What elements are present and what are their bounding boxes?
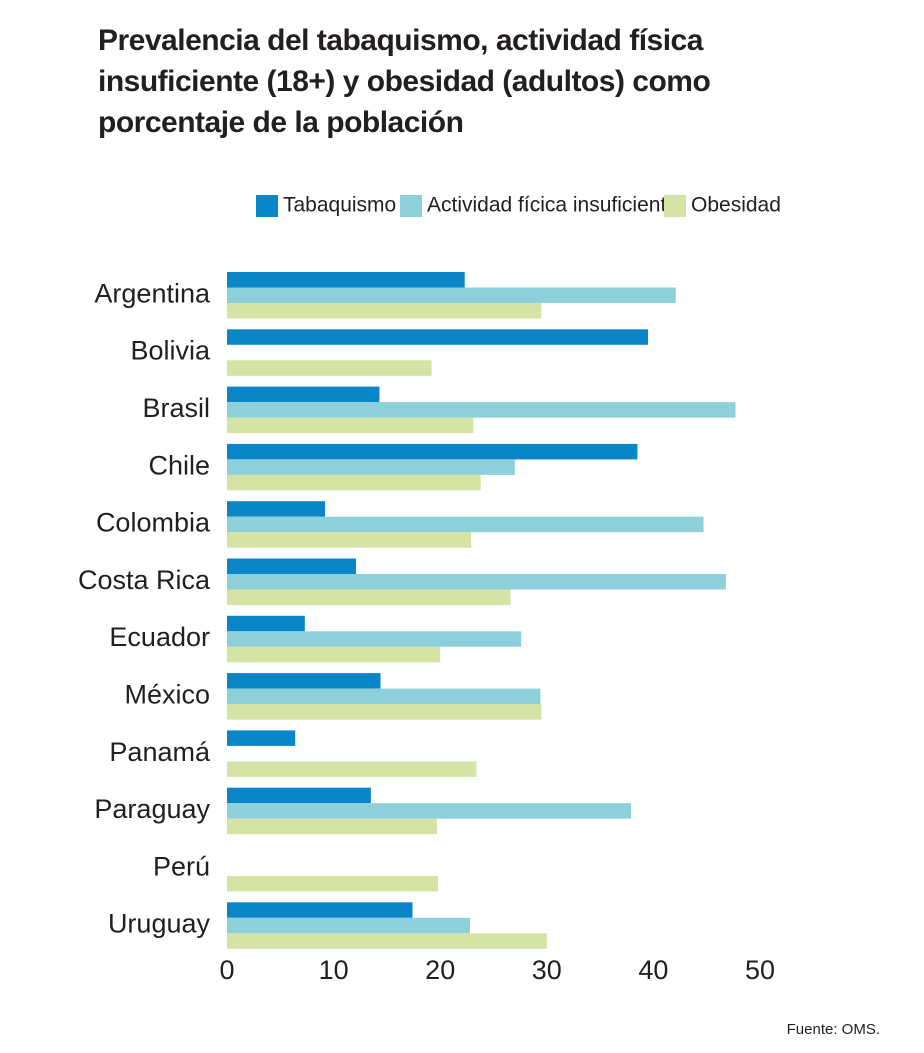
category-label: México xyxy=(124,679,210,709)
bar xyxy=(227,917,471,934)
bar xyxy=(227,615,305,632)
x-tick-label: 10 xyxy=(319,955,349,985)
x-tick-label: 50 xyxy=(745,955,775,985)
legend-swatch xyxy=(400,195,422,217)
bar xyxy=(227,360,432,376)
bar xyxy=(227,688,541,705)
category-label: Paraguay xyxy=(94,794,210,824)
legend-label: Tabaquismo xyxy=(283,194,396,217)
bar xyxy=(227,631,522,647)
bar xyxy=(227,501,326,517)
bar xyxy=(227,443,638,460)
category-label: Bolivia xyxy=(130,336,211,366)
x-tick-label: 30 xyxy=(532,955,562,985)
category-label: Ecuador xyxy=(109,622,210,652)
bar xyxy=(227,417,474,434)
bar xyxy=(227,803,632,819)
category-label: Panamá xyxy=(109,737,211,767)
bar xyxy=(227,386,380,403)
bar xyxy=(227,787,371,804)
bar xyxy=(227,761,477,777)
bar xyxy=(227,459,515,475)
bar xyxy=(227,516,704,533)
bar xyxy=(227,902,413,918)
bar xyxy=(227,329,649,345)
bar xyxy=(227,287,676,303)
legend-label: Actividad fícica insuficiente xyxy=(427,194,678,217)
bar xyxy=(227,933,547,949)
bar xyxy=(227,818,438,835)
bar xyxy=(227,532,472,548)
category-label: Perú xyxy=(153,851,210,881)
bar xyxy=(227,558,356,574)
bar xyxy=(227,303,542,319)
bar xyxy=(227,704,542,720)
x-tick-label: 0 xyxy=(219,955,234,985)
bar xyxy=(227,730,296,746)
bar xyxy=(227,673,381,689)
legend-swatch xyxy=(664,195,686,217)
title-box: Prevalencia del tabaquismo, actividad fí… xyxy=(98,24,711,139)
bar xyxy=(227,589,511,605)
bar xyxy=(227,646,441,663)
bar xyxy=(227,402,736,418)
category-label: Colombia xyxy=(96,508,211,538)
category-label: Costa Rica xyxy=(78,565,211,595)
x-tick-label: 20 xyxy=(425,955,455,985)
chart-title: Prevalencia del tabaquismo, actividad fí… xyxy=(98,24,711,139)
category-label: Brasil xyxy=(142,393,210,423)
bar xyxy=(227,272,465,288)
category-label: Chile xyxy=(148,450,210,480)
bar xyxy=(227,574,726,590)
legend-swatch xyxy=(256,195,278,217)
category-label: Uruguay xyxy=(108,909,211,939)
bar xyxy=(227,474,481,491)
category-label: Argentina xyxy=(94,278,211,308)
legend-label: Obesidad xyxy=(691,194,781,217)
bar xyxy=(227,876,439,892)
x-tick-label: 40 xyxy=(638,955,668,985)
source: Fuente: OMS. xyxy=(787,1021,880,1038)
